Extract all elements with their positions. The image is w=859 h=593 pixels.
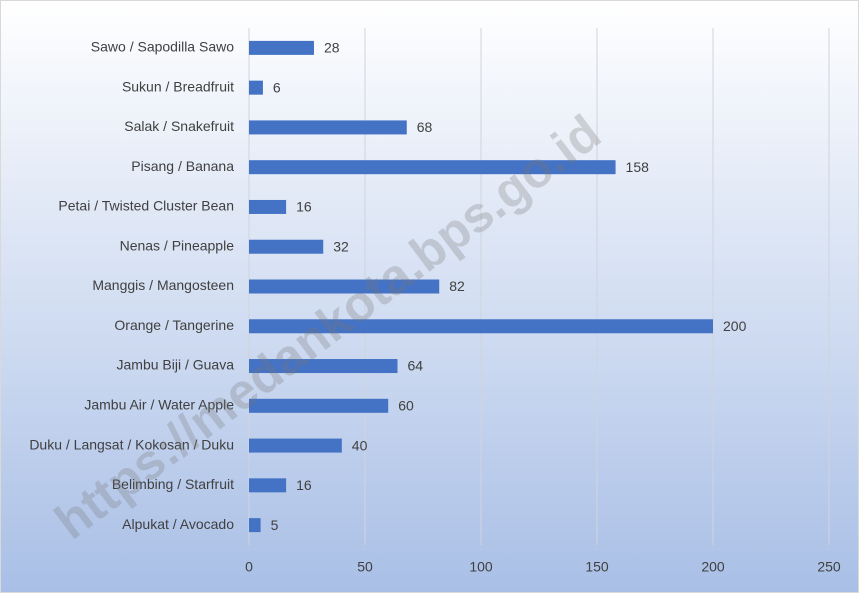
bar <box>249 398 389 413</box>
y-tick-label: Jambu Air / Water Apple <box>84 397 234 413</box>
x-tick-label: 100 <box>469 559 493 575</box>
x-tick-label: 250 <box>817 559 841 575</box>
plot-area: 0 50 100 150 200 250 Sawo / Sapodilla Sawo 28 Su… <box>29 28 841 575</box>
bar <box>249 279 440 294</box>
y-tick-label: Alpukat / Avocado <box>122 516 234 532</box>
data-label: 6 <box>273 79 281 95</box>
bar <box>249 160 616 175</box>
data-label: 40 <box>352 437 368 453</box>
x-tick-label: 50 <box>357 559 373 575</box>
data-label: 5 <box>271 517 279 533</box>
bar <box>249 438 342 453</box>
y-tick-label: Petai / Twisted Cluster Bean <box>58 198 234 214</box>
y-tick-label: Nenas / Pineapple <box>120 237 235 253</box>
y-tick-label: Belimbing / Starfruit <box>112 476 234 492</box>
y-tick-label: Pisang / Banana <box>131 158 234 174</box>
data-label: 64 <box>407 358 423 374</box>
x-tick-label: 200 <box>701 559 725 575</box>
bar <box>249 80 263 95</box>
x-tick-label: 0 <box>245 559 253 575</box>
data-label: 60 <box>398 398 414 414</box>
y-tick-label: Jambu Biji / Guava <box>117 357 235 373</box>
y-tick-label: Sawo / Sapodilla Sawo <box>91 39 234 55</box>
x-tick-label: 150 <box>585 559 609 575</box>
bar <box>249 518 261 533</box>
bar <box>249 478 287 493</box>
bar <box>249 40 314 55</box>
data-label: 68 <box>417 119 433 135</box>
data-label: 32 <box>333 238 349 254</box>
bar <box>249 120 407 135</box>
bar <box>249 199 287 214</box>
y-tick-label: Manggis / Mangosteen <box>92 277 234 293</box>
y-tick-label: Sukun / Breadfruit <box>122 78 234 94</box>
data-label: 82 <box>449 278 465 294</box>
data-label: 28 <box>324 40 340 56</box>
bar <box>249 319 713 334</box>
bar <box>249 359 398 374</box>
y-tick-label: Duku / Langsat / Kokosan / Duku <box>29 436 234 452</box>
data-label: 158 <box>626 159 650 175</box>
bar <box>249 239 324 254</box>
data-label: 16 <box>296 477 312 493</box>
y-tick-label: Orange / Tangerine <box>114 317 234 333</box>
data-label: 200 <box>723 318 747 334</box>
y-tick-label: Salak / Snakefruit <box>124 118 234 134</box>
data-label: 16 <box>296 199 312 215</box>
